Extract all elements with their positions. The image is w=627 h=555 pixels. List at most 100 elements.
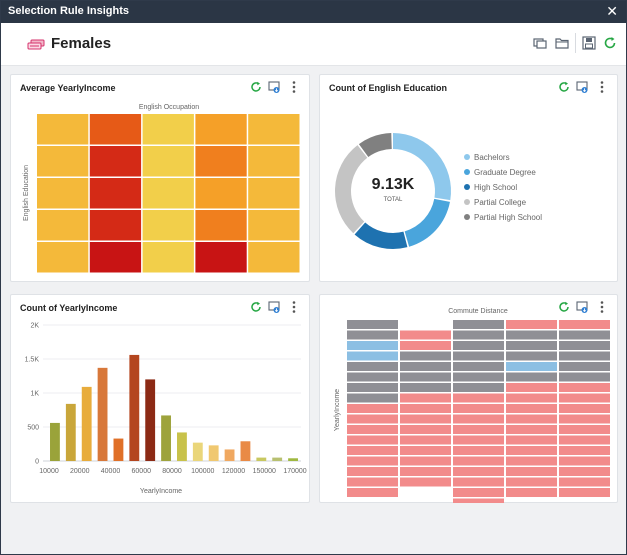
heatmap-cell[interactable] [347, 341, 398, 350]
heatmap-cell[interactable] [506, 341, 557, 350]
heatmap-cell[interactable] [400, 372, 451, 382]
heatmap-cell[interactable] [453, 477, 504, 487]
heatmap-cell[interactable] [248, 114, 300, 145]
heatmap-cell[interactable] [400, 383, 451, 392]
heatmap-cell[interactable] [559, 330, 610, 340]
bar[interactable] [192, 442, 203, 461]
bar[interactable] [161, 415, 171, 461]
heatmap-cell[interactable] [248, 178, 300, 209]
bar[interactable] [97, 367, 108, 461]
heatmap-cell[interactable] [453, 446, 504, 455]
heatmap-cell[interactable] [400, 414, 451, 424]
heatmap-cell[interactable] [347, 477, 398, 487]
heatmap-cell[interactable] [559, 362, 610, 371]
heatmap-cell[interactable] [453, 467, 504, 476]
more-menu-icon[interactable] [595, 300, 609, 314]
heatmap-cell[interactable] [453, 383, 504, 392]
heatmap-cell[interactable] [559, 393, 610, 403]
open-folder-icon[interactable] [554, 35, 570, 51]
heatmap-cell[interactable] [453, 456, 504, 466]
refresh-icon[interactable] [557, 300, 571, 314]
compare-icon[interactable] [532, 35, 548, 51]
legend-item[interactable]: Partial High School [474, 213, 542, 222]
heatmap-cell[interactable] [37, 114, 89, 145]
heatmap-cell[interactable] [37, 242, 89, 273]
heatmap-cell[interactable] [506, 330, 557, 340]
heatmap-cell[interactable] [89, 114, 142, 145]
heatmap-cell[interactable] [506, 435, 557, 445]
heatmap-cell[interactable] [400, 341, 451, 350]
heatmap-cell[interactable] [559, 456, 610, 466]
heatmap-cell[interactable] [506, 393, 557, 403]
heatmap-cell[interactable] [506, 456, 557, 466]
heatmap-cell[interactable] [559, 320, 610, 329]
bar[interactable] [129, 354, 140, 461]
heatmap-cell[interactable] [453, 351, 504, 361]
heatmap-cell[interactable] [559, 477, 610, 487]
legend-item[interactable]: Graduate Degree [474, 168, 536, 177]
heatmap-cell[interactable] [89, 146, 142, 177]
donut-slice[interactable] [354, 222, 408, 249]
heatmap-cell[interactable] [248, 146, 300, 177]
donut-slice[interactable] [358, 133, 392, 158]
heatmap-cell[interactable] [453, 488, 504, 497]
heatmap-cell[interactable] [506, 477, 557, 487]
heatmap-cell[interactable] [453, 320, 504, 329]
heatmap-cell[interactable] [347, 330, 398, 340]
heatmap-cell[interactable] [142, 178, 194, 209]
refresh-icon[interactable] [557, 80, 571, 94]
refresh-icon[interactable] [602, 35, 618, 51]
heatmap-cell[interactable] [400, 330, 451, 340]
heatmap-cell[interactable] [506, 467, 557, 476]
heatmap-cell[interactable] [347, 488, 398, 497]
heatmap-cell[interactable] [453, 404, 504, 413]
heatmap-cell[interactable] [506, 404, 557, 413]
legend-item[interactable]: Bachelors [474, 153, 510, 162]
heatmap-cell[interactable] [37, 210, 89, 241]
heatmap-cell[interactable] [347, 383, 398, 392]
heatmap-cell[interactable] [400, 425, 451, 434]
heatmap-cell[interactable] [37, 178, 89, 209]
export-icon[interactable] [575, 80, 589, 94]
export-icon[interactable] [267, 80, 281, 94]
heatmap-cell[interactable] [347, 362, 398, 371]
heatmap-cell[interactable] [142, 210, 194, 241]
heatmap-cell[interactable] [347, 425, 398, 434]
heatmap-cell[interactable] [400, 362, 451, 371]
heatmap-cell[interactable] [347, 372, 398, 382]
heatmap-cell[interactable] [453, 435, 504, 445]
heatmap-cell[interactable] [347, 446, 398, 455]
heatmap-cell[interactable] [347, 435, 398, 445]
save-icon[interactable] [581, 35, 597, 51]
export-icon[interactable] [267, 300, 281, 314]
heatmap-cell[interactable] [506, 372, 557, 382]
heatmap-cell[interactable] [559, 351, 610, 361]
refresh-icon[interactable] [249, 80, 263, 94]
heatmap-cell[interactable] [559, 446, 610, 455]
more-menu-icon[interactable] [287, 300, 301, 314]
heatmap-cell[interactable] [453, 330, 504, 340]
bar[interactable] [256, 457, 267, 461]
heatmap-cell[interactable] [506, 320, 557, 329]
bar[interactable] [145, 379, 156, 461]
bar[interactable] [288, 458, 298, 461]
more-menu-icon[interactable] [287, 80, 301, 94]
heatmap-cell[interactable] [559, 404, 610, 413]
heatmap-cell[interactable] [400, 467, 451, 476]
heatmap-cell[interactable] [453, 393, 504, 403]
bar[interactable] [113, 438, 124, 461]
heatmap-cell[interactable] [559, 467, 610, 476]
heatmap-cell[interactable] [400, 456, 451, 466]
heatmap-cell[interactable] [248, 242, 300, 273]
heatmap-cell[interactable] [400, 477, 451, 487]
heatmap-cell[interactable] [506, 362, 557, 371]
heatmap-cell[interactable] [195, 242, 247, 273]
heatmap-cell[interactable] [506, 351, 557, 361]
heatmap-cell[interactable] [506, 446, 557, 455]
donut-slice[interactable] [393, 133, 451, 201]
bar[interactable] [65, 403, 76, 461]
heatmap-cell[interactable] [400, 404, 451, 413]
bar[interactable] [240, 441, 251, 461]
heatmap-cell[interactable] [37, 146, 89, 177]
heatmap-cell[interactable] [453, 425, 504, 434]
